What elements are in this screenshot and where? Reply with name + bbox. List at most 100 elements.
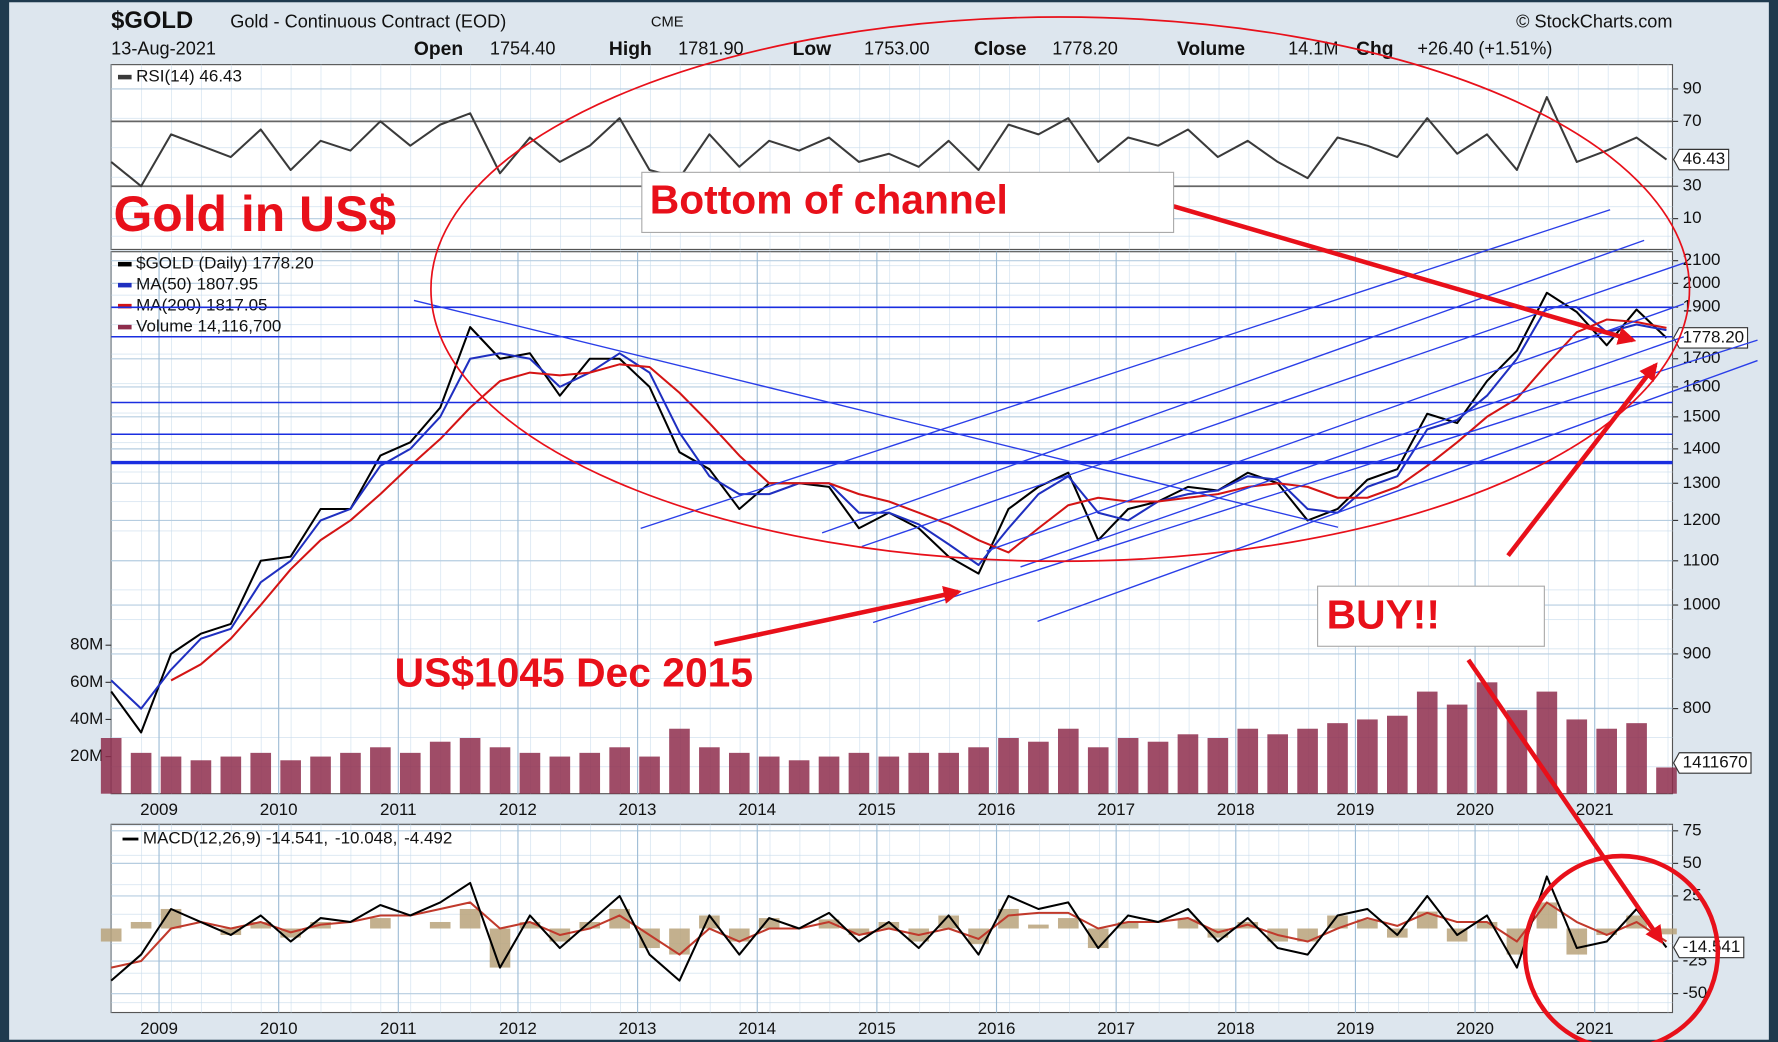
bar xyxy=(609,747,630,794)
volume: 14.1M xyxy=(1288,39,1338,59)
bar xyxy=(130,752,152,794)
panel-grid xyxy=(111,824,1673,1013)
y-tick-label: 1300 xyxy=(1683,473,1721,492)
bar xyxy=(220,756,242,794)
legend-label: Volume 14,116,700 xyxy=(136,317,281,336)
x-tick-label: 2015 xyxy=(858,800,896,819)
y-tick-label: 1100 xyxy=(1683,550,1720,569)
y-tick-label: 1200 xyxy=(1683,510,1721,529)
x-tick-label: 2016 xyxy=(978,800,1016,819)
y2-tick-label: 20M xyxy=(70,746,103,765)
close-label: Close xyxy=(974,39,1027,60)
series-line xyxy=(110,875,1668,982)
y-tick-label: 900 xyxy=(1683,643,1711,662)
x-tick-label: 2020 xyxy=(1456,1019,1494,1038)
bar xyxy=(669,928,690,955)
legend-label: $GOLD (Daily) 1778.20 xyxy=(136,254,314,273)
bar xyxy=(1566,719,1588,794)
y-tick-label: 2100 xyxy=(1683,250,1721,269)
bar xyxy=(310,756,331,794)
bar xyxy=(728,752,750,794)
bar xyxy=(1297,728,1318,794)
series-line xyxy=(170,318,1667,682)
panels: 10 30 70 90 RSI(14) 46.43 46.43 800 900 1000 1100… xyxy=(70,64,1752,1038)
bar xyxy=(160,908,182,929)
bar xyxy=(1596,728,1617,794)
y-tick-label: 1400 xyxy=(1683,438,1721,457)
bar xyxy=(579,921,601,929)
bar xyxy=(429,921,451,929)
panel-grid xyxy=(111,251,1673,794)
low-label: Low xyxy=(793,39,833,60)
y-tick-label: 30 xyxy=(1683,176,1702,195)
bar xyxy=(758,756,780,794)
x-tick-label: 2013 xyxy=(619,800,657,819)
last-value-tag: 46.43 xyxy=(1683,149,1726,168)
bar xyxy=(1057,728,1079,794)
y-tick-label: 75 xyxy=(1683,820,1702,839)
bar xyxy=(1117,738,1139,794)
bar xyxy=(340,752,361,794)
x-tick-label: 2011 xyxy=(380,1019,417,1038)
bar xyxy=(1656,928,1677,935)
bar xyxy=(728,928,750,942)
bar xyxy=(1357,719,1378,794)
y2-tick-label: 60M xyxy=(70,672,103,691)
x-tick-label: 2012 xyxy=(499,1019,537,1038)
bar xyxy=(370,918,391,929)
bar xyxy=(938,915,959,929)
bar xyxy=(639,756,660,794)
annotation-low: US$1045 Dec 2015 xyxy=(395,650,753,696)
x-tick-label: 2009 xyxy=(140,1019,178,1038)
y2-tick-label: 80M xyxy=(70,635,103,654)
legend-label: RSI(14) 46.43 xyxy=(136,67,242,86)
bar xyxy=(519,752,541,794)
contract-name: Gold - Continuous Contract (EOD) xyxy=(230,11,506,31)
bar xyxy=(280,760,301,794)
volume-label: Volume xyxy=(1177,39,1245,60)
y-tick-label: 1900 xyxy=(1683,297,1721,316)
bar xyxy=(878,921,900,929)
y2-tick-label: 40M xyxy=(70,709,103,728)
channel-ellipse xyxy=(430,16,1691,563)
annotation-buy: BUY!! xyxy=(1327,592,1440,638)
bar xyxy=(1596,928,1617,936)
x-tick-label: 2017 xyxy=(1097,1019,1135,1038)
bar xyxy=(848,928,870,936)
x-tick-label: 2018 xyxy=(1217,800,1255,819)
x-tick-label: 2021 xyxy=(1576,800,1614,819)
legend-swatch xyxy=(117,324,132,330)
bar xyxy=(549,756,571,794)
bar xyxy=(968,747,989,794)
bar xyxy=(1087,747,1109,794)
legend-swatch xyxy=(117,282,132,288)
x-tick-label: 2021 xyxy=(1576,1019,1614,1038)
y-tick-label: 50 xyxy=(1683,853,1702,872)
legend-label: MACD(12,26,9) -14.541, xyxy=(143,829,328,848)
legend-swatch xyxy=(117,261,132,267)
bar xyxy=(1476,682,1498,794)
annotation-box xyxy=(641,171,1175,234)
bar xyxy=(1476,921,1498,929)
bar xyxy=(1057,918,1079,929)
x-tick-label: 2011 xyxy=(380,800,417,819)
date: 13-Aug-2021 xyxy=(111,39,216,59)
low: 1753.00 xyxy=(864,39,930,59)
bar xyxy=(250,752,272,794)
bar xyxy=(100,738,122,794)
last-value-tag: 1411670 xyxy=(1683,752,1748,771)
annotation-box xyxy=(1317,585,1545,647)
y-tick-label: 1600 xyxy=(1683,376,1721,395)
bar xyxy=(1028,741,1049,794)
open: 1754.40 xyxy=(490,39,556,59)
bar xyxy=(1327,723,1348,794)
bar xyxy=(130,921,152,929)
macd-circle xyxy=(1522,853,1721,1042)
x-tick-label: 2018 xyxy=(1217,1019,1255,1038)
y-tick-label: -50 xyxy=(1683,983,1708,1002)
bar xyxy=(1357,919,1378,929)
bar xyxy=(1446,704,1468,794)
bar xyxy=(190,760,212,794)
bar xyxy=(1147,741,1169,794)
